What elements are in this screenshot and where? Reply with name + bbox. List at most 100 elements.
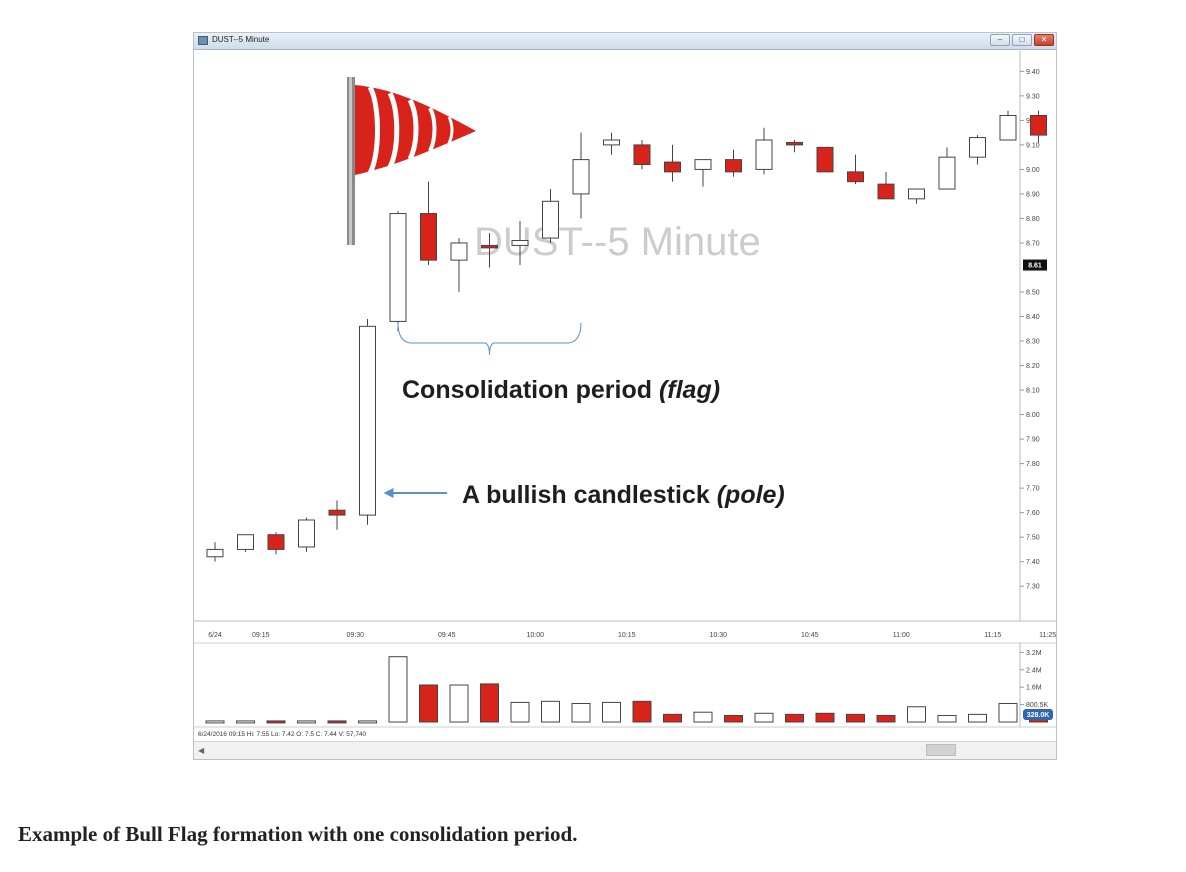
price-tick-label: 9.00 <box>1026 167 1040 174</box>
volume-bar <box>419 684 438 723</box>
volume-bar <box>663 713 682 723</box>
volume-bar <box>571 703 591 723</box>
volume-bar <box>632 700 652 723</box>
time-tick-label: 10:30 <box>709 632 727 639</box>
time-tick-label: 09:15 <box>252 632 270 639</box>
volume-bar <box>205 720 225 724</box>
candle-body <box>816 146 834 173</box>
price-chart[interactable]: DUST--5 Minute 9.409.309.209.109.008.908… <box>194 33 1056 741</box>
volume-bar <box>266 720 286 724</box>
candle-body <box>328 509 346 516</box>
price-tick-label: 8.70 <box>1026 240 1040 247</box>
price-tick-label: 7.50 <box>1026 535 1040 542</box>
volume-bar <box>876 714 896 723</box>
price-axis-ticks: 9.409.309.209.109.008.908.808.708.508.40… <box>1020 69 1040 591</box>
volume-bar <box>449 684 469 723</box>
time-tick-label: 11:25 <box>1039 632 1056 639</box>
volume-bar <box>998 703 1018 723</box>
horizontal-scrollbar[interactable]: ◀ <box>194 741 1056 759</box>
volume-tick-label: 3.2M <box>1026 650 1042 657</box>
price-tick-label: 9.40 <box>1026 69 1040 76</box>
figure-caption: Example of Bull Flag formation with one … <box>18 822 578 846</box>
pole-annotation-italic: (pole) <box>717 481 785 509</box>
candle-body <box>694 159 712 170</box>
close-button[interactable]: ✕ <box>1034 34 1054 46</box>
current-volume-label: 328.0K <box>1027 712 1050 719</box>
price-tick-label: 8.30 <box>1026 339 1040 346</box>
maximize-button[interactable]: □ <box>1012 34 1032 46</box>
candle-body <box>389 213 407 322</box>
candle-body <box>877 183 895 200</box>
scroll-left-arrow-icon[interactable]: ◀ <box>198 746 205 755</box>
window-title: DUST--5 Minute <box>212 35 270 44</box>
volume-bar <box>510 701 530 723</box>
candle-body <box>908 188 925 200</box>
time-tick-label: 10:00 <box>526 632 544 639</box>
volume-bar <box>388 656 408 723</box>
time-tick-label: 11:00 <box>893 632 910 639</box>
volume-bar <box>480 683 499 723</box>
app-icon <box>198 36 208 45</box>
price-tick-label: 7.80 <box>1026 461 1040 468</box>
minimize-button[interactable]: – <box>990 34 1010 46</box>
volume-bar <box>754 712 774 723</box>
price-tick-label: 7.90 <box>1026 437 1040 444</box>
current-volume-badge <box>1023 709 1053 720</box>
price-tick-label: 7.60 <box>1026 510 1040 517</box>
volume-axis-ticks: 3.2M 2.4M 1.6M 800.5K <box>1020 650 1049 709</box>
candle-body <box>755 139 773 170</box>
volume-bar <box>785 713 804 723</box>
current-price-label: 8.61 <box>1028 263 1042 270</box>
volume-bar <box>937 714 957 723</box>
time-tick-label: 11:15 <box>984 632 1001 639</box>
candle-body <box>481 244 498 249</box>
volume-bar <box>602 701 621 723</box>
candle-body <box>237 534 254 550</box>
time-tick-label: 10:15 <box>618 632 636 639</box>
candle-body <box>267 534 285 550</box>
volume-bar <box>327 720 347 724</box>
volume-bar <box>541 700 560 723</box>
candle-body <box>847 171 864 183</box>
price-tick-label: 8.40 <box>1026 314 1040 321</box>
price-tick-label: 7.40 <box>1026 559 1040 566</box>
pole-arrow <box>383 488 447 498</box>
volume-bars <box>205 656 1048 724</box>
price-tick-label: 7.30 <box>1026 584 1040 591</box>
flag-annotation: Consolidation period (flag) <box>402 376 720 404</box>
time-tick-label: 09:30 <box>347 632 365 639</box>
volume-tick-label: 2.4M <box>1026 667 1042 674</box>
candle-body <box>420 213 437 261</box>
time-tick-label: 09:45 <box>438 632 456 639</box>
candle-body <box>359 325 376 516</box>
candle-body <box>999 114 1017 141</box>
volume-bar <box>358 720 377 724</box>
candle-body <box>603 139 620 146</box>
volume-bar <box>724 714 743 723</box>
candle-body <box>206 548 224 558</box>
candle-body <box>1030 114 1047 136</box>
volume-bar <box>907 706 926 723</box>
price-tick-label: 7.70 <box>1026 486 1040 493</box>
pole-annotation: A bullish candlestick (pole) <box>462 481 785 509</box>
volume-tick-label: 800.5K <box>1026 702 1049 709</box>
pole-annotation-main: A bullish candlestick <box>462 481 710 509</box>
scrollbar-thumb[interactable] <box>926 744 956 756</box>
candle-body <box>572 159 590 195</box>
time-tick-label: 6/24 <box>208 632 222 639</box>
price-tick-label: 8.00 <box>1026 412 1040 419</box>
price-tick-label: 8.90 <box>1026 191 1040 198</box>
price-tick-label: 8.10 <box>1026 388 1040 395</box>
volume-bar <box>693 711 713 723</box>
candles <box>206 110 1047 562</box>
flag-annotation-italic: (flag) <box>659 376 720 404</box>
time-tick-label: 10:45 <box>801 632 819 639</box>
time-axis-ticks: 6/24 09:15 09:30 09:45 10:00 10:15 10:30 10:45 1… <box>208 632 1056 639</box>
volume-bar <box>815 712 835 723</box>
window-titlebar[interactable]: DUST--5 Minute – □ ✕ <box>194 33 1056 50</box>
windsock-icon <box>347 77 476 245</box>
candle-body <box>542 200 559 239</box>
volume-bar <box>846 713 865 723</box>
candle-body <box>938 156 956 190</box>
volume-bar <box>297 720 316 724</box>
